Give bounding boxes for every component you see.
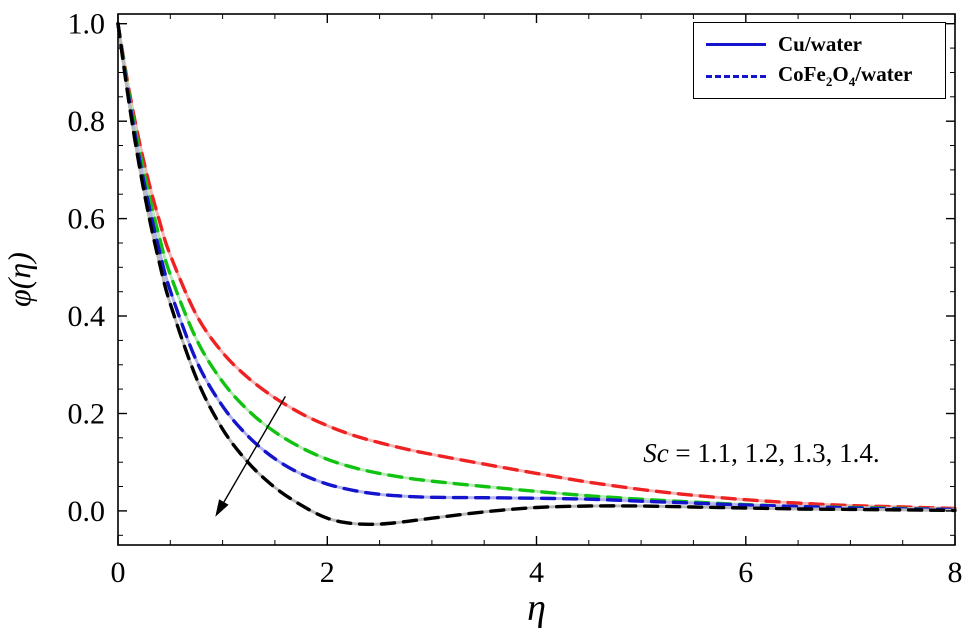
curve-sc-1.1-cofe2o4-water bbox=[116, 22, 957, 511]
legend-text-sub: 2 bbox=[825, 74, 833, 90]
legend-line-dashed bbox=[706, 75, 766, 78]
x-tick-label: 0 bbox=[111, 556, 126, 589]
sc-values-annotation: Sc = 1.1, 1.2, 1.3, 1.4. bbox=[643, 438, 879, 468]
y-tick-label: 1.0 bbox=[68, 8, 106, 41]
legend-text: CoFe bbox=[778, 62, 826, 87]
legend-item-cu-water: Cu/water bbox=[706, 31, 935, 58]
sc-direction-arrow-head bbox=[215, 499, 229, 517]
legend-label-cofe2o4-water: CoFe2O4/water bbox=[778, 62, 913, 90]
x-axis-label: η bbox=[527, 587, 546, 629]
legend-item-cofe2o4-water: CoFe2O4/water bbox=[706, 63, 935, 90]
legend-line-solid bbox=[706, 43, 766, 46]
legend-text: Cu/water bbox=[778, 32, 862, 56]
x-tick-label: 2 bbox=[320, 556, 335, 589]
y-tick-label: 0.2 bbox=[68, 398, 106, 431]
x-tick-label: 8 bbox=[948, 556, 963, 589]
y-tick-label: 0.4 bbox=[68, 300, 106, 333]
legend: Cu/water CoFe2O4/water bbox=[693, 22, 946, 99]
y-tick-label: 0.8 bbox=[68, 105, 106, 138]
y-axis-label: φ(η) bbox=[1, 252, 37, 307]
y-tick-label: 0.6 bbox=[68, 203, 106, 236]
legend-text: /water bbox=[855, 62, 913, 87]
curve-sc-1.3-cofe2o4-water bbox=[116, 22, 957, 512]
legend-text: O bbox=[832, 62, 849, 87]
curve-sc-1.4-cofe2o4-water bbox=[116, 22, 957, 527]
x-tick-label: 6 bbox=[738, 556, 753, 589]
legend-text-sub: 4 bbox=[848, 74, 856, 90]
legend-label-cu-water: Cu/water bbox=[778, 34, 862, 55]
sc-direction-arrow-line bbox=[223, 396, 287, 503]
y-tick-label: 0.0 bbox=[68, 495, 106, 528]
x-tick-label: 4 bbox=[529, 556, 544, 589]
